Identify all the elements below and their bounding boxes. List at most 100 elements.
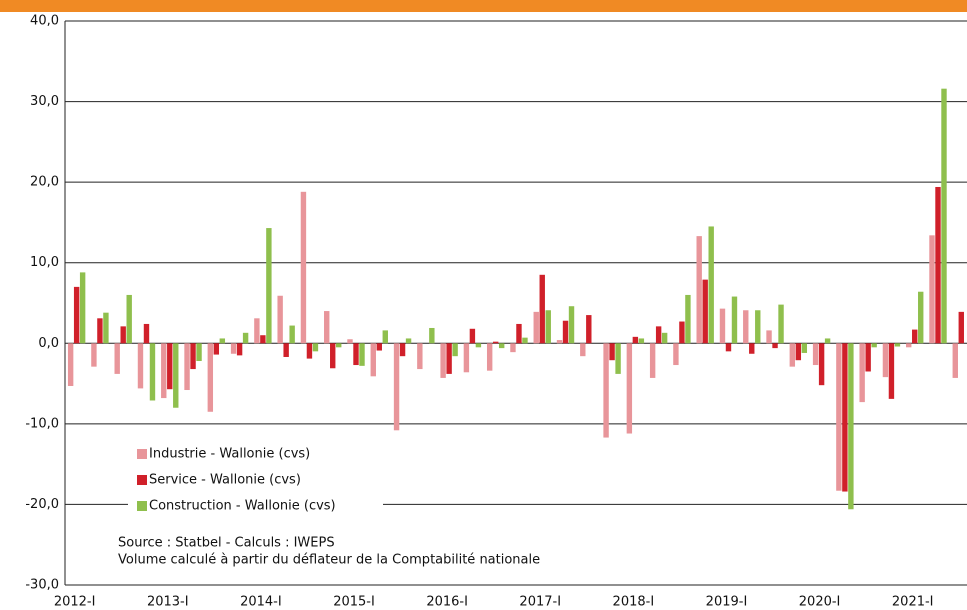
bar	[626, 343, 633, 434]
x-tick-label: 2018-I	[613, 595, 655, 610]
legend-label: Industrie - Wallonie (cvs)	[149, 447, 310, 462]
y-tick-label: 20,0	[30, 175, 59, 190]
bar	[894, 343, 901, 347]
bar	[417, 343, 423, 370]
bar	[196, 343, 202, 362]
bar	[213, 343, 220, 355]
bar	[556, 340, 563, 344]
bar	[661, 332, 668, 344]
legend: Industrie - Wallonie (cvs) Service - Wall…	[118, 440, 540, 568]
bar	[906, 343, 912, 348]
bar	[260, 335, 266, 344]
bar	[120, 326, 126, 344]
bar	[393, 343, 400, 431]
bar	[126, 294, 132, 344]
bar	[137, 343, 144, 389]
bar	[679, 321, 685, 344]
bar	[236, 343, 243, 356]
bar	[772, 343, 778, 349]
bar	[67, 343, 74, 386]
bar	[743, 310, 749, 344]
bar	[755, 310, 761, 344]
labels: -30,0 -20,0 -10,0 0,0 10,0 20,0 30,0 40,0 2012-I…	[25, 14, 933, 610]
bar	[562, 320, 569, 344]
bar	[580, 343, 586, 357]
bar	[836, 343, 842, 491]
bar	[254, 318, 260, 344]
bar	[539, 274, 545, 344]
legend-label: Service - Wallonie (cvs)	[149, 473, 301, 488]
bar	[103, 312, 109, 344]
bar	[935, 186, 941, 344]
bar	[568, 306, 575, 344]
bar	[149, 343, 156, 401]
bar	[859, 343, 865, 403]
bar	[533, 311, 539, 344]
bar	[242, 332, 249, 344]
bar	[143, 323, 150, 344]
x-tick-label: 2020-I	[799, 595, 841, 610]
bar	[638, 338, 645, 344]
bars	[67, 88, 964, 510]
bar	[719, 308, 726, 344]
bar	[91, 343, 97, 367]
bar	[486, 343, 493, 371]
legend-label: Construction - Wallonie (cvs)	[149, 499, 336, 514]
bar	[300, 191, 307, 344]
bar	[161, 343, 167, 399]
bar	[219, 338, 226, 344]
bar	[370, 343, 376, 377]
bar	[289, 325, 295, 344]
bar	[778, 304, 784, 344]
bar	[812, 343, 819, 366]
bar	[347, 339, 353, 344]
bar	[516, 323, 522, 344]
bar	[353, 343, 359, 366]
bar	[603, 343, 609, 438]
bar	[824, 338, 831, 344]
bar	[586, 315, 592, 344]
legend-background	[128, 440, 383, 518]
top-band	[0, 0, 967, 12]
x-tick-label: 2017-I	[519, 595, 561, 610]
x-tick-label: 2012-I	[54, 595, 96, 610]
bar	[731, 296, 738, 344]
bar	[190, 343, 196, 370]
legend-swatch	[137, 501, 147, 511]
source-note: Source : Statbel - Calculs : IWEPS	[118, 536, 335, 551]
bar	[359, 343, 365, 366]
bar	[725, 343, 732, 352]
y-tick-label: 10,0	[30, 255, 59, 270]
bar	[405, 338, 412, 344]
y-tick-label: 40,0	[30, 14, 59, 29]
bar	[795, 343, 802, 361]
bar	[446, 343, 452, 374]
bar	[312, 343, 319, 352]
bar	[330, 343, 336, 369]
bar	[702, 279, 708, 344]
bar	[463, 343, 470, 373]
bar	[929, 235, 935, 344]
y-tick-label: -30,0	[25, 578, 59, 593]
bar	[801, 343, 808, 353]
bar	[749, 343, 755, 354]
bar	[882, 343, 889, 378]
bar	[475, 343, 482, 348]
x-tick-label: 2013-I	[147, 595, 189, 610]
bar	[545, 310, 551, 344]
bar	[865, 343, 871, 372]
bar	[673, 343, 679, 366]
bar	[696, 236, 702, 344]
bar	[655, 326, 662, 344]
bar	[184, 343, 190, 391]
bar	[306, 343, 313, 359]
bar	[114, 343, 120, 374]
x-tick-label: 2019-I	[706, 595, 748, 610]
bar	[492, 341, 499, 344]
bar	[952, 343, 958, 378]
x-tick-label: 2016-I	[426, 595, 468, 610]
bar	[376, 343, 382, 351]
bar	[498, 343, 505, 349]
bar	[429, 327, 435, 344]
bar	[440, 343, 446, 378]
